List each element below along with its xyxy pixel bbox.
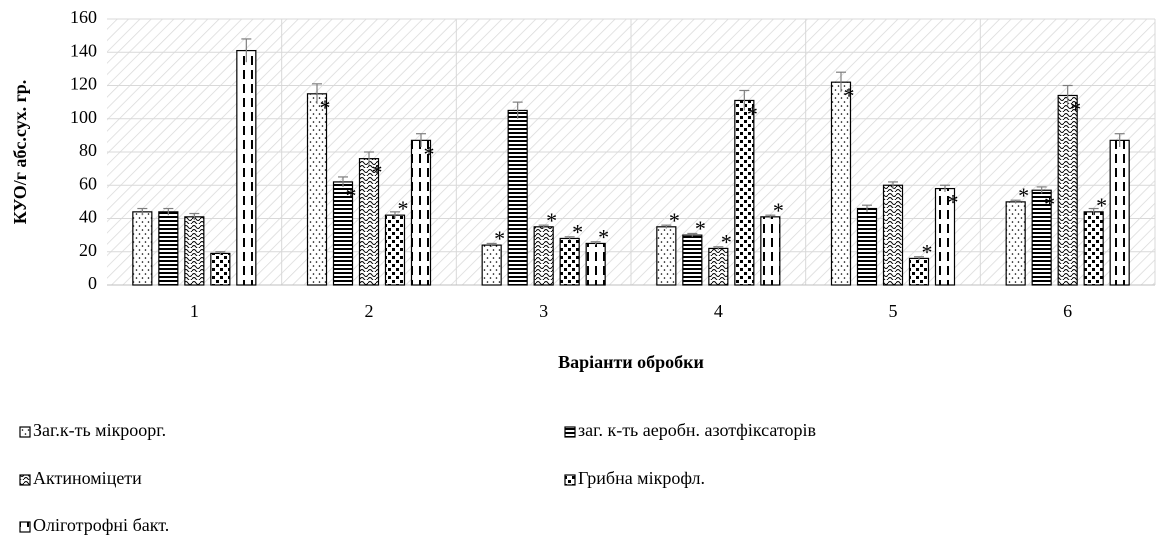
y-tick-label: 80 xyxy=(79,140,97,160)
significance-marker: * xyxy=(598,224,609,249)
significance-marker: * xyxy=(844,83,855,108)
significance-marker: * xyxy=(546,208,557,233)
legend-swatch xyxy=(19,474,31,486)
significance-marker: * xyxy=(320,95,331,120)
legend-label: Оліготрофні бакт. xyxy=(33,515,169,535)
x-tick-label: 3 xyxy=(539,301,548,321)
legend-swatch xyxy=(19,426,31,438)
significance-marker: * xyxy=(1096,193,1107,218)
y-tick-label: 60 xyxy=(79,173,97,193)
significance-marker: * xyxy=(948,190,959,215)
legend-label: Заг.к-ть мікроорг. xyxy=(33,420,166,440)
bar xyxy=(559,237,580,286)
significance-marker: * xyxy=(424,141,435,166)
significance-marker: * xyxy=(773,198,784,223)
bar xyxy=(184,216,205,286)
significance-marker: * xyxy=(721,229,732,254)
significance-marker: * xyxy=(922,239,933,264)
y-tick-label: 40 xyxy=(79,207,97,227)
significance-marker: * xyxy=(372,160,383,185)
bar xyxy=(507,109,528,286)
x-tick-label: 4 xyxy=(714,301,723,321)
y-tick-label: 160 xyxy=(70,7,97,27)
bar xyxy=(1109,139,1130,286)
bar xyxy=(585,242,606,286)
bar xyxy=(236,49,257,286)
x-tick-label: 6 xyxy=(1063,301,1072,321)
significance-marker: * xyxy=(669,208,680,233)
legend-label: заг. к-ть аеробн. азотфіксаторів xyxy=(578,420,816,440)
x-tick-label: 2 xyxy=(365,301,374,321)
significance-marker: * xyxy=(747,102,758,127)
bar xyxy=(533,226,554,286)
bar xyxy=(882,184,904,286)
bar xyxy=(734,99,755,286)
bar xyxy=(856,207,878,286)
x-axis-title: Варіанти обробки xyxy=(558,352,704,372)
significance-marker: * xyxy=(695,216,706,241)
bar xyxy=(384,214,406,286)
bar xyxy=(760,216,781,286)
y-tick-label: 20 xyxy=(79,240,97,260)
significance-marker: * xyxy=(572,219,583,244)
significance-marker: * xyxy=(494,226,505,251)
legend-swatch xyxy=(564,426,576,438)
y-axis-title: КУО/г абс.сух. гр. xyxy=(10,80,30,225)
bar xyxy=(132,211,153,286)
bar xyxy=(306,93,328,286)
bar xyxy=(158,211,179,286)
legend-swatch xyxy=(19,521,31,533)
legend-swatch xyxy=(564,474,576,486)
bar xyxy=(210,252,231,286)
bar xyxy=(656,226,677,286)
bar xyxy=(1083,211,1104,286)
significance-marker: * xyxy=(1070,97,1081,122)
y-tick-label: 100 xyxy=(70,107,97,127)
x-tick-label: 5 xyxy=(889,301,898,321)
significance-marker: * xyxy=(1044,191,1055,216)
x-tick-label: 1 xyxy=(190,301,199,321)
y-tick-label: 140 xyxy=(70,40,97,60)
bar xyxy=(1005,201,1026,286)
bar xyxy=(682,234,703,286)
significance-marker: * xyxy=(346,183,357,208)
bar xyxy=(830,81,852,286)
y-tick-label: 0 xyxy=(88,273,97,293)
significance-marker: * xyxy=(398,196,409,221)
legend-label: Грибна мікрофл. xyxy=(578,468,705,488)
significance-marker: * xyxy=(1018,183,1029,208)
y-tick-label: 120 xyxy=(70,74,97,94)
legend-label: Актиноміцети xyxy=(33,468,142,488)
bar xyxy=(1057,94,1078,286)
